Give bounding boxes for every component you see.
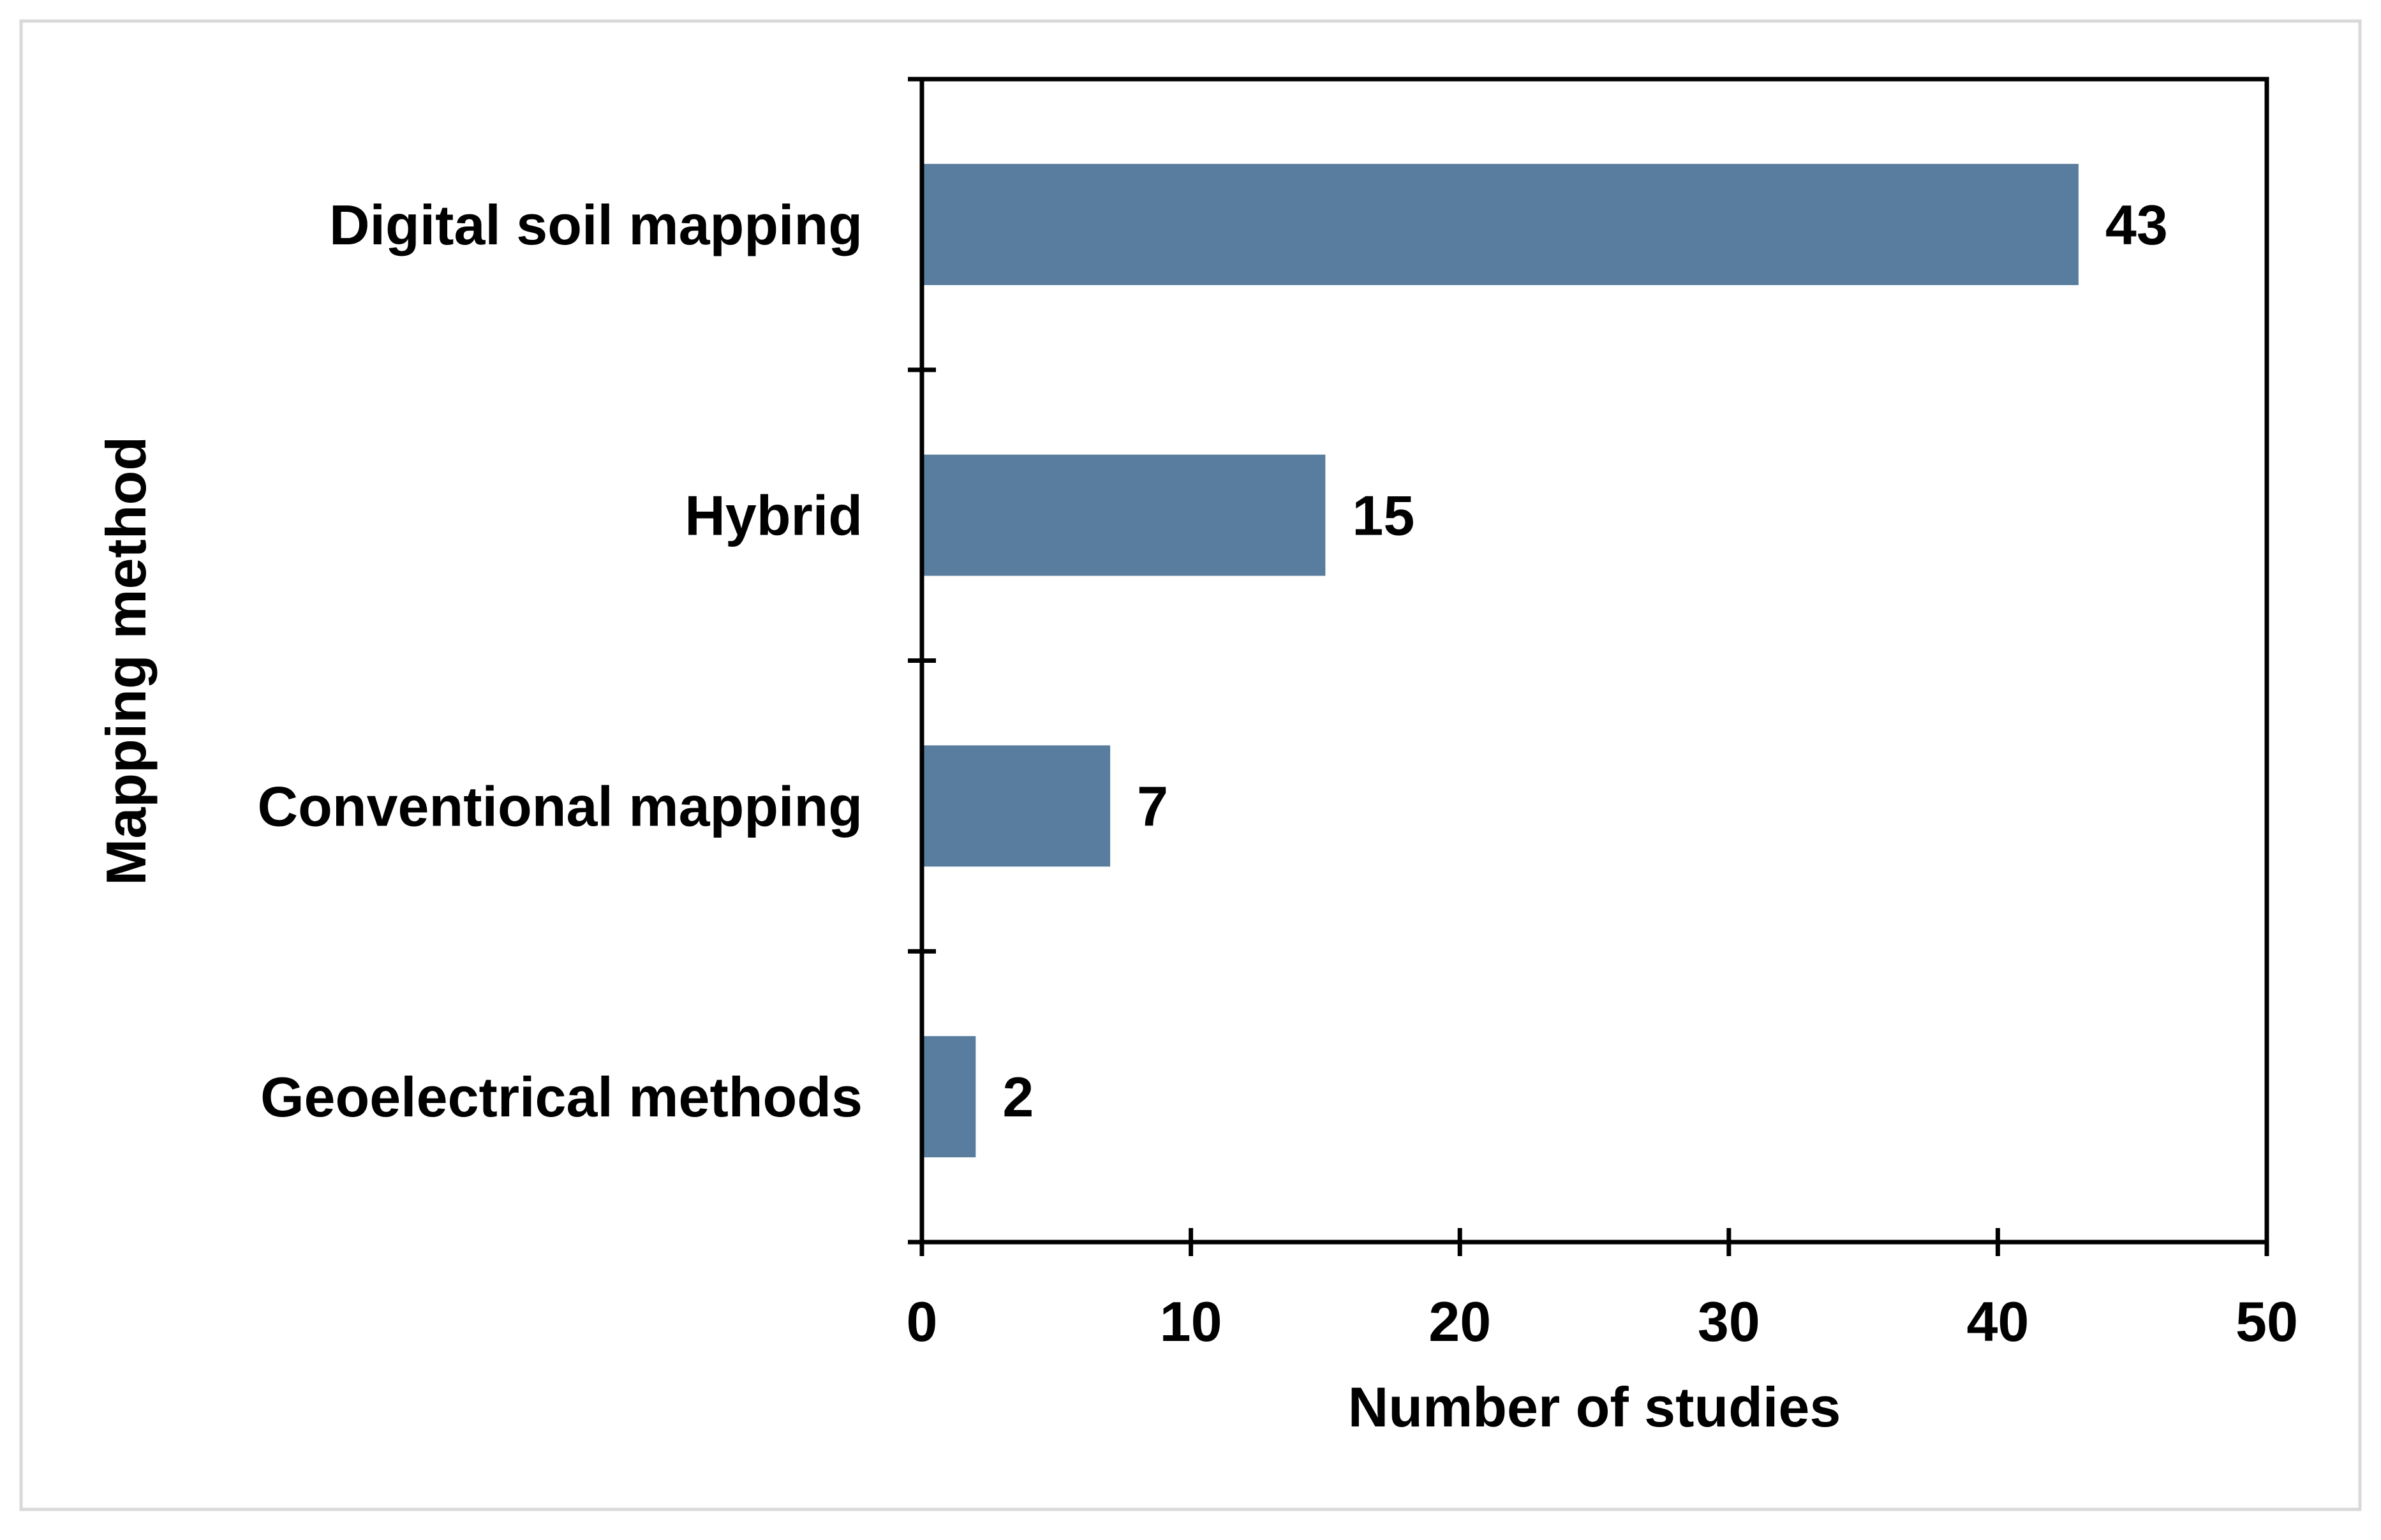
- y-tick-label: Hybrid: [685, 484, 863, 547]
- data-label: 2: [1002, 1065, 1034, 1129]
- bar: [922, 745, 1111, 867]
- y-tick-label: Digital soil mapping: [329, 193, 863, 256]
- y-tick-label: Conventional mapping: [258, 774, 863, 838]
- y-tick-label: Geoelectrical methods: [260, 1065, 863, 1129]
- x-tick-label: 50: [2236, 1290, 2298, 1353]
- bar: [922, 1036, 976, 1158]
- x-tick-label: 10: [1160, 1290, 1222, 1353]
- bar: [922, 454, 1326, 576]
- bar: [922, 163, 2079, 285]
- x-tick-label: 30: [1698, 1290, 1760, 1353]
- x-axis-label: Number of studies: [1348, 1375, 1841, 1439]
- data-label: 43: [2105, 193, 2168, 256]
- y-axis-label: Mapping method: [94, 436, 158, 885]
- data-label: 7: [1137, 774, 1168, 838]
- x-tick-label: 0: [907, 1290, 938, 1353]
- data-label: 15: [1352, 484, 1414, 547]
- x-tick-label: 40: [1966, 1290, 2029, 1353]
- x-tick-label: 20: [1428, 1290, 1491, 1353]
